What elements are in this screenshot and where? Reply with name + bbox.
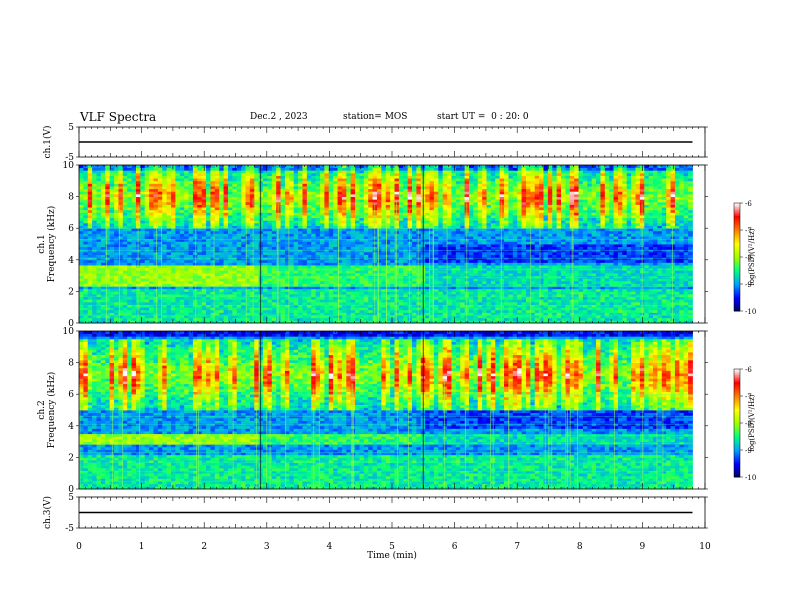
- ylabel: ch.1: [37, 234, 47, 253]
- xtick-label: 7: [514, 542, 520, 552]
- ytick-label: 10: [63, 161, 75, 171]
- ytick-label: 10: [63, 327, 75, 337]
- colorbar-tick-label: -10: [745, 308, 756, 316]
- ytick-label: 8: [68, 193, 74, 203]
- ytick-label: 2: [68, 287, 74, 297]
- colorbar-label: log(PSD)(V²/Hz): [748, 228, 756, 285]
- ylabel: ch.1(V): [42, 126, 53, 159]
- colorbar-label: log(PSD)(V²/Hz): [748, 394, 756, 451]
- xtick-label: 6: [452, 542, 458, 552]
- ytick-label: 6: [68, 224, 74, 234]
- xtick-label: 0: [76, 542, 82, 552]
- colorbar-tick-label: -10: [745, 474, 756, 482]
- xtick-label: 2: [201, 542, 207, 552]
- ylabel: Frequency (kHz): [46, 206, 57, 283]
- xtick-label: 10: [699, 542, 711, 552]
- colorbar-tick-label: -6: [745, 200, 752, 208]
- x-axis-label: Time (min): [367, 550, 417, 561]
- vlf-spectra-figure: 5-5ch.1(V)0246810ch.1 Frequency (kHz)-6-7…: [0, 0, 792, 612]
- xtick-label: 1: [139, 542, 145, 552]
- xtick-label: 9: [640, 542, 646, 552]
- ytick-label: 2: [68, 453, 74, 463]
- xtick-label: 3: [264, 542, 270, 552]
- ytick-label: 4: [68, 422, 74, 432]
- ytick-label: 6: [68, 390, 74, 400]
- ytick-label: -5: [65, 524, 74, 534]
- ch2-spectrogram-image: [79, 331, 693, 489]
- ylabel: Frequency (kHz): [46, 372, 57, 449]
- colorbar-tick-label: -6: [745, 366, 752, 374]
- ytick-label: 5: [68, 123, 74, 133]
- ytick-label: 5: [68, 493, 74, 503]
- ytick-label: 8: [68, 359, 74, 369]
- xtick-label: 8: [577, 542, 583, 552]
- xtick-label: 4: [327, 542, 333, 552]
- ytick-label: 4: [68, 256, 74, 266]
- ylabel: ch.2: [37, 400, 47, 419]
- ch1-spectrogram-image: [79, 165, 693, 323]
- ylabel: ch.3(V): [42, 496, 53, 529]
